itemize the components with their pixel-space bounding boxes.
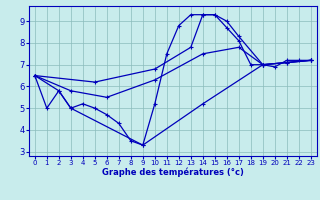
X-axis label: Graphe des températures (°c): Graphe des températures (°c): [102, 168, 244, 177]
